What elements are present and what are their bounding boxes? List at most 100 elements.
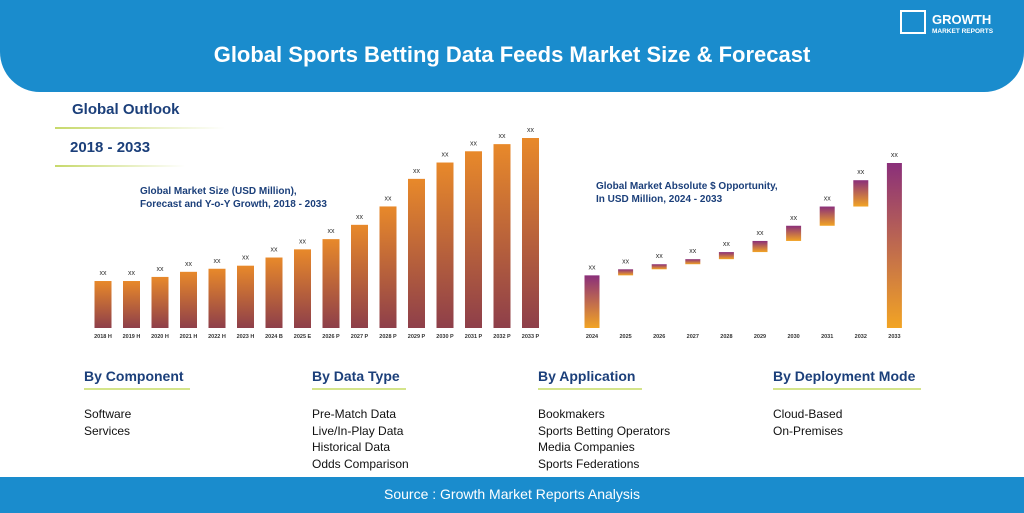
data-label: xx [100, 270, 108, 277]
segment: By Application Bookmakers Sports Betting O… [538, 368, 670, 472]
data-label: xx [622, 258, 630, 265]
segment-item: Live/In-Play Data [312, 423, 404, 438]
bar [237, 265, 254, 328]
data-label: xx [214, 258, 222, 265]
data-label: xx [413, 168, 421, 175]
bar [208, 268, 226, 328]
page-title: Global Sports Betting Data Feeds Market … [213, 42, 811, 67]
data-label: xx [656, 253, 664, 260]
data-label: xx [723, 241, 731, 248]
data-label: xx [157, 266, 165, 273]
data-label: xx [857, 169, 865, 176]
bar [685, 259, 701, 265]
segment-item: Cloud-Based [773, 407, 843, 421]
segment-item: Bookmakers [538, 407, 605, 421]
x-tick-label: 2032 P [493, 334, 511, 340]
segment: By Deployment Mode Cloud-Based On-Premises [773, 368, 922, 439]
x-tick-label: 2029 P [408, 334, 426, 340]
bar [522, 138, 539, 328]
x-tick-label: 2024 [586, 334, 599, 340]
x-tick-label: 2029 [754, 334, 766, 340]
x-tick-label: 2026 [653, 334, 665, 340]
x-tick-label: 2020 H [151, 334, 169, 340]
data-label: xx [589, 264, 597, 271]
chart-title: Global Market Size (USD Million), [140, 186, 297, 197]
bar [718, 252, 734, 260]
source: Source : Growth Market Reports Analysis [0, 477, 1024, 513]
bar [180, 271, 197, 328]
logo-text: GROWTH [932, 12, 992, 27]
x-tick-label: 2027 P [351, 334, 369, 340]
segment-item: Odds Comparison [312, 456, 409, 471]
segment-item: Historical Data [312, 440, 391, 454]
bar [886, 163, 902, 328]
bar [123, 281, 140, 328]
data-label: xx [757, 230, 765, 237]
data-label: xx [689, 248, 697, 255]
x-tick-label: 2021 H [180, 334, 198, 340]
bar [408, 178, 425, 328]
outlook-period: 2018 - 2033 [70, 139, 151, 156]
data-label: xx [824, 196, 832, 203]
data-label: xx [271, 247, 279, 254]
bar [351, 224, 368, 328]
bar [265, 257, 283, 328]
x-tick-label: 2018 H [94, 334, 112, 340]
x-tick-label: 2022 H [208, 334, 226, 340]
x-tick-label: 2033 [888, 334, 900, 340]
data-label: xx [891, 152, 899, 159]
x-tick-label: 2025 [619, 334, 631, 340]
logo-icon [900, 10, 926, 34]
segment-item: Pre-Match Data [312, 407, 397, 421]
data-label: xx [790, 215, 798, 222]
bar [651, 264, 667, 270]
bar [493, 144, 511, 328]
data-label: xx [527, 127, 535, 134]
chart-title: Forecast and Y-o-Y Growth, 2018 - 2033 [140, 199, 327, 210]
x-tick-label: 2031 P [465, 334, 483, 340]
x-tick-label: 2030 P [436, 334, 454, 340]
bar [322, 239, 340, 328]
segment-title: By Component [84, 368, 190, 390]
bar [819, 206, 835, 226]
segment-title: By Data Type [312, 368, 406, 390]
x-tick-label: 2025 E [294, 334, 312, 340]
bar [379, 206, 397, 328]
x-tick-label: 2031 [821, 334, 833, 340]
bar [436, 162, 454, 328]
x-tick-label: 2027 [687, 334, 699, 340]
underline [55, 165, 185, 167]
segment-title: By Application [538, 368, 642, 390]
chart-title: Global Market Absolute $ Opportunity, [596, 181, 778, 192]
bar [465, 151, 482, 328]
data-label: xx [185, 261, 193, 268]
x-tick-label: 2019 H [123, 334, 141, 340]
bar [853, 180, 869, 207]
outlook-label: Global Outlook [72, 101, 180, 118]
bar [786, 225, 802, 241]
bar [151, 276, 169, 328]
segment-item: On-Premises [773, 423, 844, 438]
header-band [0, 0, 1024, 92]
x-tick-label: 2026 P [322, 334, 340, 340]
x-tick-label: 2033 P [522, 334, 540, 340]
segment-title: By Deployment Mode [773, 368, 922, 390]
x-tick-label: 2032 [855, 334, 867, 340]
data-label: xx [356, 214, 364, 221]
data-label: xx [385, 195, 393, 202]
segment-item: Sports Federations [538, 456, 640, 471]
bar [94, 281, 112, 328]
data-label: xx [328, 228, 336, 235]
bar [584, 275, 600, 328]
logo-subtext: MARKET REPORTS [932, 28, 994, 35]
x-tick-label: 2023 H [237, 334, 255, 340]
chart-title: In USD Million, 2024 - 2033 [596, 194, 723, 205]
data-label: xx [242, 255, 250, 262]
data-label: xx [128, 270, 136, 277]
bar [752, 240, 768, 253]
data-label: xx [470, 140, 478, 147]
bar [294, 249, 311, 328]
segment-item: Services [84, 423, 131, 438]
